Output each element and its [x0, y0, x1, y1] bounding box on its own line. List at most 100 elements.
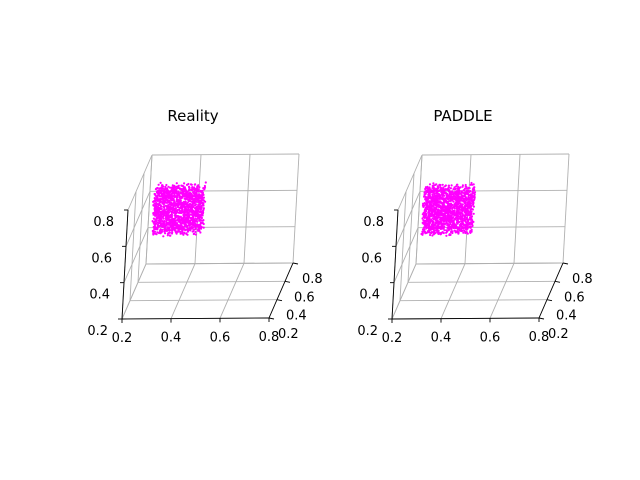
data-point: [468, 202, 471, 205]
data-point: [165, 223, 168, 226]
data-point: [155, 207, 158, 210]
data-point: [184, 203, 187, 206]
grid-line: [151, 153, 300, 156]
data-point: [448, 191, 451, 194]
data-point: [166, 218, 169, 221]
data-point: [452, 195, 455, 198]
data-point: [202, 208, 205, 211]
data-point: [169, 222, 172, 225]
data-point: [422, 204, 425, 207]
data-point: [464, 185, 467, 188]
data-point: [195, 187, 198, 190]
data-point: [472, 186, 475, 189]
y-tick-mark: [268, 317, 275, 320]
data-point: [464, 220, 467, 223]
data-point: [192, 222, 195, 225]
data-point: [469, 196, 473, 199]
data-point: [187, 220, 190, 223]
data-point: [464, 196, 467, 199]
data-point: [469, 211, 472, 214]
data-point: [187, 218, 190, 221]
data-point: [156, 228, 159, 231]
data-point: [177, 219, 180, 222]
data-point: [183, 206, 186, 209]
y-tick-mark: [276, 299, 283, 302]
data-point: [432, 223, 435, 227]
data-point: [448, 226, 451, 229]
data-point: [165, 183, 168, 187]
y-tick-mark: [538, 317, 545, 320]
data-point: [200, 199, 203, 202]
data-point: [188, 186, 191, 189]
data-point: [167, 210, 170, 213]
data-point: [154, 208, 157, 211]
data-point: [459, 202, 462, 205]
data-point: [427, 195, 430, 198]
data-point: [464, 205, 467, 208]
data-point: [190, 218, 193, 221]
data-point: [469, 230, 472, 233]
x-axis-line: [391, 317, 540, 320]
data-point: [203, 184, 206, 188]
data-point: [467, 193, 470, 196]
data-point: [446, 216, 449, 219]
data-point: [200, 222, 203, 225]
data-point: [180, 217, 183, 220]
data-point: [459, 215, 462, 218]
data-point: [161, 228, 164, 231]
data-point: [162, 217, 165, 220]
data-point: [427, 197, 430, 200]
data-point: [191, 194, 194, 197]
grid-line: [399, 299, 548, 302]
data-point: [427, 228, 431, 232]
data-point: [442, 199, 445, 202]
data-point: [193, 211, 196, 214]
data-point: [175, 232, 178, 235]
data-point: [425, 217, 428, 220]
data-point: [441, 214, 444, 217]
data-point: [182, 204, 185, 207]
data-point: [192, 205, 195, 209]
data-point: [449, 212, 452, 215]
data-point: [430, 189, 433, 192]
y-tick-mark: [284, 280, 291, 283]
data-point: [455, 204, 458, 207]
data-point: [165, 211, 168, 214]
data-point: [463, 224, 466, 227]
data-point: [186, 233, 189, 236]
data-point: [191, 195, 194, 199]
data-point: [172, 208, 175, 212]
data-point: [449, 221, 452, 224]
data-point: [428, 212, 431, 215]
data-point: [460, 209, 463, 212]
data-point: [169, 203, 172, 206]
data-point: [440, 189, 443, 193]
data-point: [168, 226, 171, 229]
data-point: [157, 208, 160, 211]
data-point: [469, 183, 472, 186]
data-point: [195, 195, 198, 198]
x-tick-label: 0.6: [210, 330, 231, 345]
data-point: [472, 189, 475, 192]
data-point: [471, 225, 474, 228]
data-point: [164, 195, 167, 198]
data-point: [455, 217, 458, 220]
z-tick-label: 0.8: [363, 215, 384, 230]
data-point: [166, 195, 170, 198]
data-point: [432, 233, 435, 236]
data-point: [171, 210, 174, 213]
data-point: [151, 229, 154, 233]
data-point: [429, 196, 432, 199]
data-point: [158, 201, 161, 204]
data-point: [434, 203, 437, 206]
y-tick-mark: [554, 280, 561, 283]
y-tick-label: 0.4: [286, 309, 307, 324]
chart-title: PADDLE: [433, 107, 492, 125]
data-point: [471, 200, 474, 203]
z-axis-line: [391, 209, 399, 320]
data-point: [460, 205, 464, 208]
data-point: [441, 227, 445, 230]
data-point: [167, 223, 170, 226]
data-point: [421, 217, 424, 220]
data-point: [159, 213, 162, 216]
